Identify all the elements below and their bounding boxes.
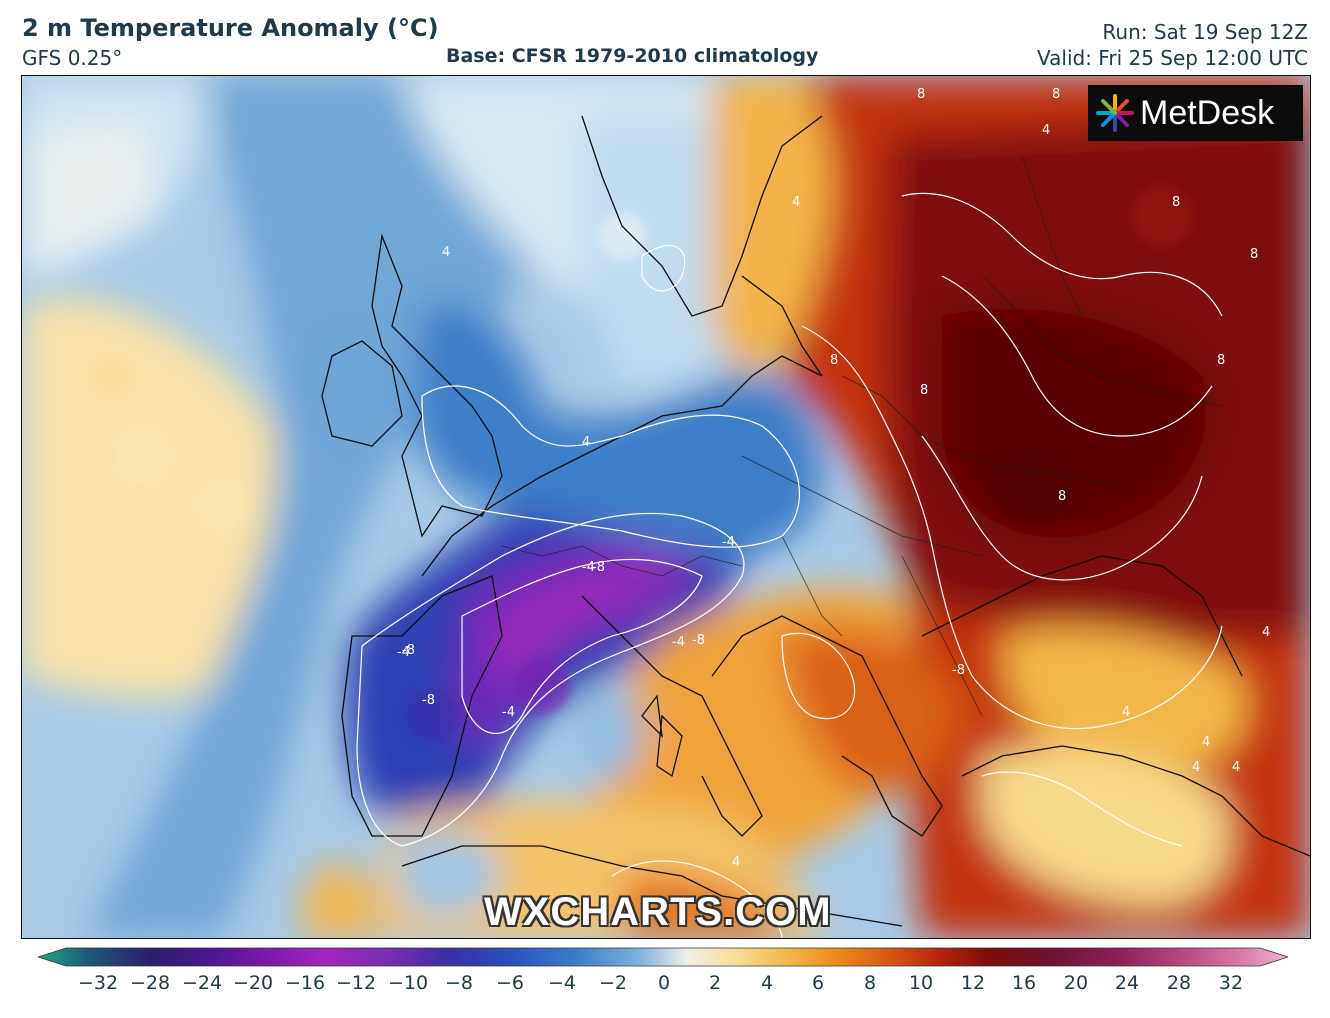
contour-label: -4 bbox=[502, 705, 515, 720]
contour-label: 8 bbox=[1250, 247, 1258, 262]
colorbar-tick: 2 bbox=[708, 972, 722, 994]
contour-label: -4 bbox=[582, 560, 595, 575]
contour-label: -4 bbox=[672, 635, 685, 650]
contour-label: 4 bbox=[582, 435, 590, 450]
contour-label: 4 bbox=[442, 245, 450, 260]
contour-label: 8 bbox=[1052, 87, 1060, 102]
contour-label: -4 bbox=[397, 645, 410, 660]
colorbar-tick: 24 bbox=[1114, 972, 1140, 994]
metdesk-logo-icon bbox=[1096, 94, 1134, 132]
contour-label: 4 bbox=[1042, 123, 1050, 138]
colorbar-tick: −2 bbox=[598, 972, 628, 994]
contour-label: 4 bbox=[792, 195, 800, 210]
colorbar-tick: −12 bbox=[335, 972, 377, 994]
colorbar-tick: −16 bbox=[284, 972, 326, 994]
colorbar-tick: 10 bbox=[908, 972, 934, 994]
contour-label: 8 bbox=[917, 87, 925, 102]
valid-time-label: Valid: Fri 25 Sep 12:00 UTC bbox=[1037, 46, 1308, 70]
contour-label: 8 bbox=[920, 383, 928, 398]
brand-name: MetDesk bbox=[1140, 93, 1275, 132]
site-watermark: WXCHARTS.COM bbox=[484, 890, 832, 934]
contour-label: 4 bbox=[1192, 760, 1200, 775]
colorbar bbox=[38, 947, 1288, 967]
country-borders bbox=[501, 155, 1223, 717]
chart-title: 2 m Temperature Anomaly (°C) bbox=[22, 14, 439, 42]
contour-label: -8 bbox=[952, 663, 965, 678]
contour-label: 8 bbox=[830, 353, 838, 368]
anomaly-contours bbox=[356, 192, 1223, 938]
colorbar-tick: 0 bbox=[657, 972, 671, 994]
contour-label: 4 bbox=[1232, 760, 1240, 775]
metdesk-brand: MetDesk bbox=[1088, 85, 1303, 141]
contour-label: -8 bbox=[422, 693, 435, 708]
contour-label: -8 bbox=[592, 560, 605, 575]
contour-label: 4 bbox=[732, 855, 740, 870]
contour-label: 8 bbox=[1058, 489, 1066, 504]
colorbar-tick: 4 bbox=[760, 972, 774, 994]
colorbar-tick: −8 bbox=[444, 972, 474, 994]
contour-label: -8 bbox=[402, 643, 415, 658]
colorbar-tick: 8 bbox=[863, 972, 877, 994]
colorbar-tick: 6 bbox=[811, 972, 825, 994]
colorbar-tick: −4 bbox=[547, 972, 577, 994]
climatology-base-label: Base: CFSR 1979-2010 climatology bbox=[446, 45, 819, 67]
colorbar-tick: −32 bbox=[77, 972, 119, 994]
anomaly-field bbox=[22, 76, 1310, 938]
colorbar-tick: −6 bbox=[495, 972, 525, 994]
contour-label: 4 bbox=[1262, 625, 1270, 640]
contour-label: 8 bbox=[1217, 353, 1225, 368]
temperature-anomaly-map: 4 4 4 4 4 4 4 4 4 4 8 8 8 8 8 8 8 8 -4 -… bbox=[21, 75, 1311, 939]
colorbar-tick: 12 bbox=[960, 972, 986, 994]
colorbar-tick: −20 bbox=[232, 972, 274, 994]
model-label: GFS 0.25° bbox=[22, 46, 123, 70]
colorbar-tick: −24 bbox=[181, 972, 223, 994]
contour-label: 8 bbox=[1172, 195, 1180, 210]
colorbar-tick: 16 bbox=[1011, 972, 1037, 994]
colorbar-tick: 32 bbox=[1218, 972, 1244, 994]
contour-label: -8 bbox=[692, 633, 705, 648]
colorbar-tick: −10 bbox=[387, 972, 429, 994]
contour-label: -4 bbox=[722, 535, 735, 550]
contour-label: 4 bbox=[1122, 705, 1130, 720]
colorbar-tick: 28 bbox=[1166, 972, 1192, 994]
colorbar-ticks: −32 −28 −24 −20 −16 −12 −10 −8 −6 −4 −2 … bbox=[0, 972, 1330, 998]
colorbar-tick: 20 bbox=[1063, 972, 1089, 994]
run-time-label: Run: Sat 19 Sep 12Z bbox=[1102, 20, 1308, 44]
contour-label: 4 bbox=[1202, 735, 1210, 750]
colorbar-tick: −28 bbox=[129, 972, 171, 994]
contour-label-group: 4 4 4 4 4 4 4 4 4 4 8 8 8 8 8 8 8 8 -4 -… bbox=[397, 87, 1270, 870]
